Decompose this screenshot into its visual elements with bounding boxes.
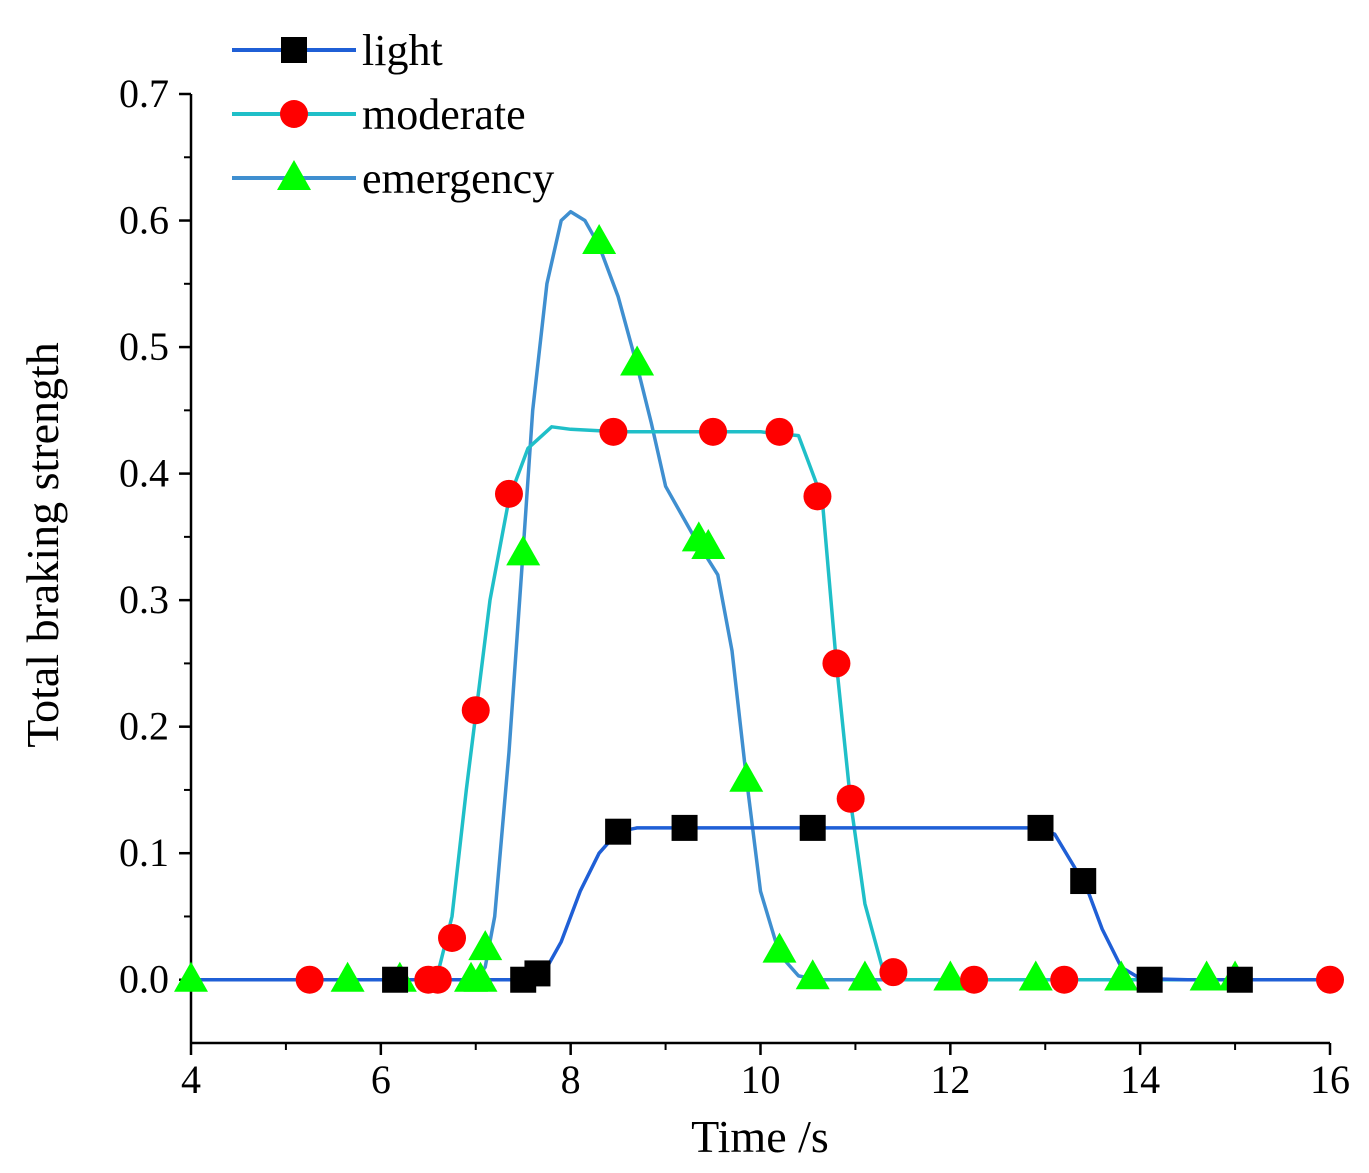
legend-marker-light bbox=[281, 37, 307, 63]
series-marker-emergency bbox=[1189, 960, 1224, 991]
y-tick-label: 0.5 bbox=[119, 324, 169, 369]
series-marker-light bbox=[382, 966, 409, 993]
legend-marker-moderate bbox=[280, 100, 308, 128]
series-marker-moderate bbox=[1050, 965, 1079, 994]
series-marker-moderate bbox=[423, 965, 452, 994]
series-marker-moderate bbox=[494, 479, 523, 508]
x-tick-label: 10 bbox=[741, 1057, 781, 1102]
series-marker-moderate bbox=[879, 958, 908, 987]
series-marker-moderate bbox=[765, 417, 794, 446]
series-line-emergency bbox=[191, 209, 1330, 982]
y-tick-label: 0.7 bbox=[119, 71, 169, 116]
y-tick-label: 0.4 bbox=[119, 451, 169, 496]
series-marker-emergency bbox=[762, 932, 797, 963]
series-marker-emergency bbox=[174, 961, 208, 992]
series-marker-moderate bbox=[295, 965, 324, 994]
x-tick-label: 4 bbox=[181, 1057, 201, 1102]
y-tick-label: 0.6 bbox=[119, 198, 169, 243]
series-marker-emergency bbox=[506, 535, 541, 566]
series-marker-light bbox=[524, 960, 551, 987]
series-marker-moderate bbox=[461, 696, 490, 725]
series-marker-emergency bbox=[330, 961, 365, 992]
series-marker-emergency bbox=[1018, 960, 1053, 991]
x-tick-label: 6 bbox=[371, 1057, 391, 1102]
x-tick-label: 8 bbox=[561, 1057, 581, 1102]
legend-marker-emergency bbox=[277, 160, 311, 190]
series-marker-moderate bbox=[699, 417, 728, 446]
series-marker-emergency bbox=[582, 224, 617, 255]
y-tick-label: 0.3 bbox=[119, 577, 169, 622]
series-marker-light bbox=[799, 814, 826, 841]
y-axis-title: Total braking strength bbox=[17, 342, 68, 748]
x-tick-label: 12 bbox=[930, 1057, 970, 1102]
series-marker-emergency bbox=[463, 961, 498, 992]
series-marker-light bbox=[1070, 868, 1097, 895]
series-marker-light bbox=[1226, 966, 1253, 993]
x-tick-label: 16 bbox=[1310, 1057, 1350, 1102]
series-marker-moderate bbox=[438, 923, 467, 952]
series-marker-light bbox=[671, 814, 698, 841]
x-tick-label: 14 bbox=[1120, 1057, 1160, 1102]
series-marker-light bbox=[1027, 814, 1054, 841]
y-tick-label: 0.0 bbox=[119, 957, 169, 1002]
y-tick-label: 0.2 bbox=[119, 704, 169, 749]
series-marker-moderate bbox=[960, 965, 989, 994]
series-marker-emergency bbox=[847, 960, 882, 991]
series-marker-emergency bbox=[729, 761, 764, 792]
series-marker-moderate bbox=[836, 784, 865, 813]
y-tick-label: 0.1 bbox=[119, 830, 169, 875]
series-marker-moderate bbox=[803, 482, 832, 511]
series-marker-light bbox=[605, 818, 632, 845]
x-axis-title: Time /s bbox=[691, 1111, 829, 1162]
series-marker-light bbox=[1136, 966, 1163, 993]
series-marker-emergency bbox=[795, 959, 830, 990]
series-marker-emergency bbox=[1104, 960, 1139, 991]
legend-label-moderate: moderate bbox=[362, 90, 526, 139]
series-layer bbox=[174, 209, 1344, 994]
series-marker-moderate bbox=[599, 417, 628, 446]
legend: light moderate emergency bbox=[232, 26, 554, 203]
legend-label-light: light bbox=[362, 26, 443, 75]
series-marker-emergency bbox=[933, 960, 968, 991]
series-marker-emergency bbox=[691, 528, 726, 559]
series-marker-emergency bbox=[620, 345, 655, 376]
series-marker-moderate bbox=[822, 649, 851, 678]
legend-label-emergency: emergency bbox=[362, 154, 554, 203]
series-marker-moderate bbox=[1316, 965, 1344, 994]
tick-layer: 4 6 8 10 12 14 16 0.0 0.1 0.2 0.3 0.4 0.5 0.6 0.7 bbox=[119, 71, 1350, 1102]
series-marker-emergency bbox=[468, 930, 503, 961]
